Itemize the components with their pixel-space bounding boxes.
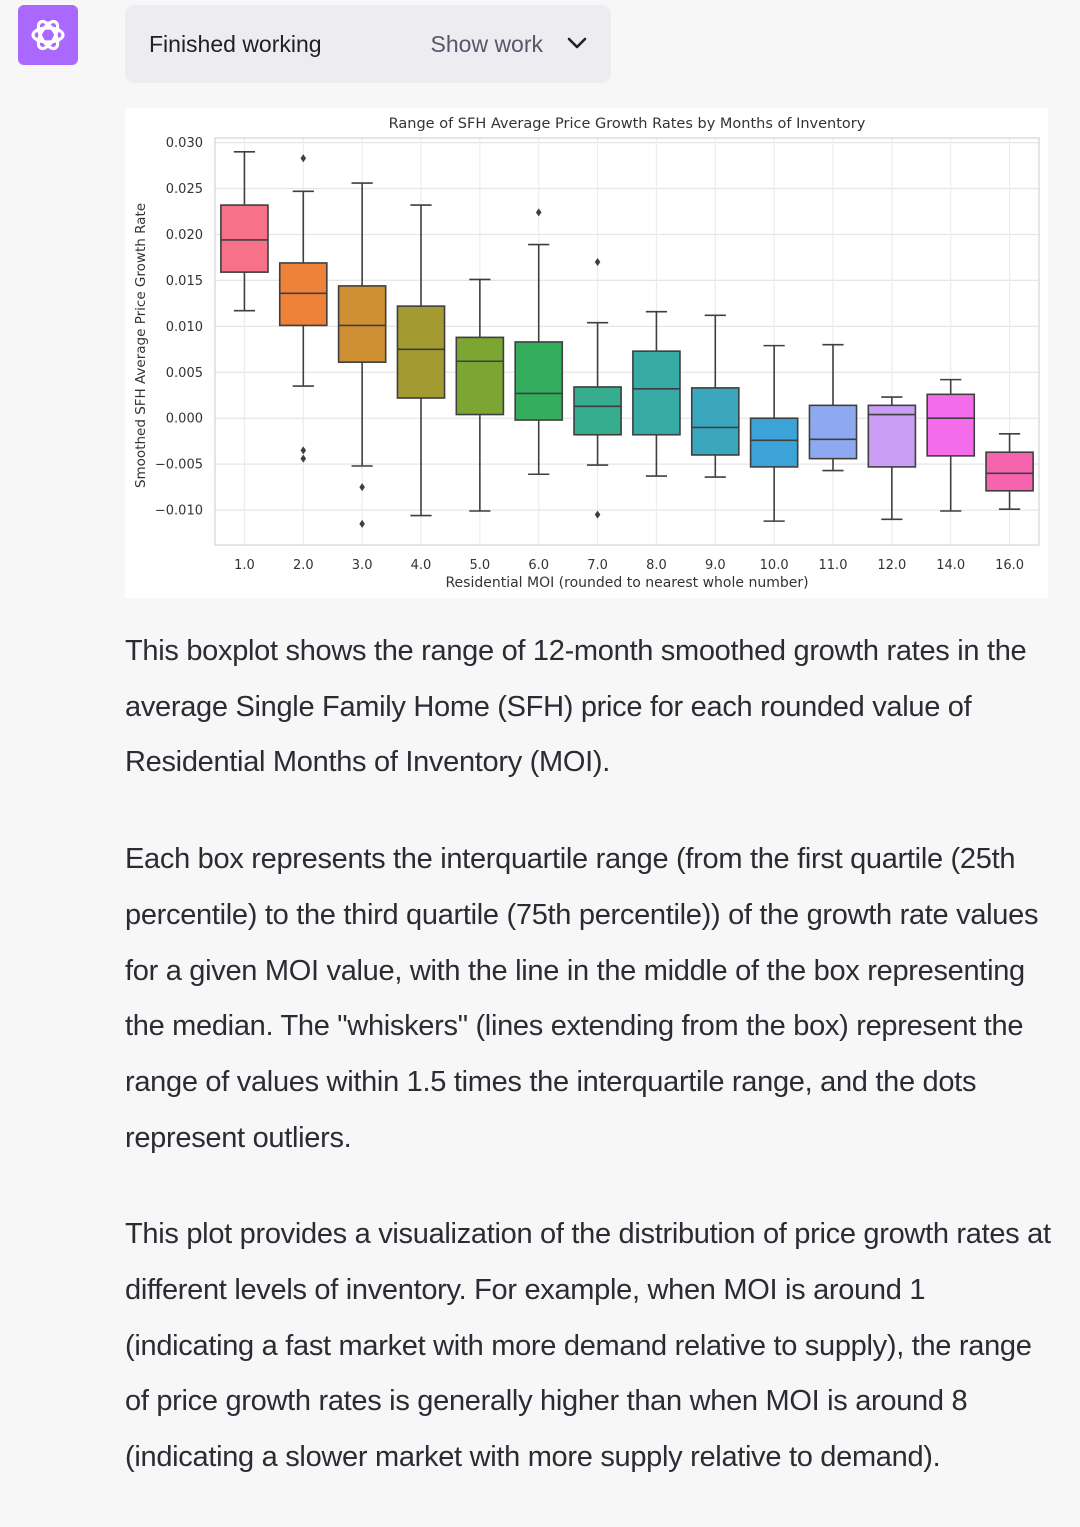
outlier-point (594, 510, 601, 519)
x-tick-label: 8.0 (646, 558, 667, 573)
box-iqr (867, 404, 917, 468)
message-paragraph: This plot provides a visualization of th… (125, 1218, 1051, 1474)
box-iqr (455, 336, 505, 416)
x-tick-label: 14.0 (936, 558, 965, 573)
plot-frame (214, 137, 1040, 546)
box-iqr (220, 204, 269, 273)
outlier-point (300, 454, 307, 463)
x-tick-label: 1.0 (234, 558, 255, 573)
x-tick-label: 3.0 (352, 558, 373, 573)
y-tick-label: 0.020 (166, 228, 203, 243)
box-iqr (514, 341, 564, 421)
box-iqr (632, 350, 681, 436)
box-iqr (573, 386, 622, 436)
box-iqr (926, 393, 976, 457)
message-paragraph: Each box represents the interquartile ra… (125, 843, 1039, 1154)
x-tick-label: 4.0 (411, 558, 432, 573)
x-tick-label: 7.0 (587, 558, 608, 573)
y-axis-label: Smoothed SFH Average Price Growth Rate (133, 203, 149, 488)
outlier-point (300, 154, 307, 163)
y-tick-label: 0.005 (166, 366, 203, 381)
x-tick-label: 5.0 (470, 558, 491, 573)
x-tick-label: 10.0 (760, 558, 789, 573)
x-tick-label: 6.0 (528, 558, 549, 573)
chart-title: Range of SFH Average Price Growth Rates … (389, 116, 866, 132)
assistant-avatar (18, 5, 78, 65)
boxplot-chart: 0.030 0.025 0.020 0.015 0.010 0.005 0.000 −0.00… (125, 108, 1048, 598)
y-tick-label: −0.005 (155, 458, 203, 473)
openai-logo-icon (31, 19, 65, 51)
y-tick-label: −0.010 (155, 504, 203, 519)
outlier-point (300, 446, 307, 455)
y-tick-label: 0.010 (166, 320, 203, 335)
x-tick-label: 11.0 (819, 558, 848, 573)
outlier-point (535, 208, 542, 217)
x-axis-label: Residential MOI (rounded to nearest whol… (445, 575, 808, 591)
outlier-point (359, 519, 365, 528)
y-tick-label: 0.025 (166, 182, 203, 197)
box-iqr (396, 305, 446, 399)
chevron-down-icon (567, 37, 587, 51)
y-tick-label: 0.000 (166, 412, 203, 427)
box-iqr (337, 285, 387, 363)
y-tick-label: 0.015 (166, 274, 203, 289)
show-work-button[interactable]: Show work (431, 31, 587, 58)
work-status-bar: Finished working Show work (125, 5, 611, 83)
box-iqr (749, 417, 799, 468)
x-tick-label: 16.0 (995, 558, 1024, 573)
message-paragraph: This boxplot shows the range of 12-month… (125, 635, 1027, 779)
outlier-point (594, 258, 601, 267)
box-iqr (985, 451, 1034, 492)
x-tick-label: 12.0 (877, 558, 906, 573)
box-iqr (690, 387, 740, 456)
work-status-label: Finished working (149, 30, 322, 57)
outlier-point (359, 483, 365, 492)
y-tick-label: 0.030 (166, 136, 203, 151)
boxplot-svg: 0.030 0.025 0.020 0.015 0.010 0.005 0.000 −0.00… (133, 116, 1040, 591)
x-tick-label: 9.0 (705, 558, 726, 573)
show-work-label: Show work (430, 30, 543, 57)
x-tick-label: 2.0 (293, 558, 314, 573)
box-iqr (808, 404, 858, 460)
box-iqr (278, 262, 328, 327)
assistant-message: This boxplot shows the range of 12-month… (125, 624, 1055, 1527)
